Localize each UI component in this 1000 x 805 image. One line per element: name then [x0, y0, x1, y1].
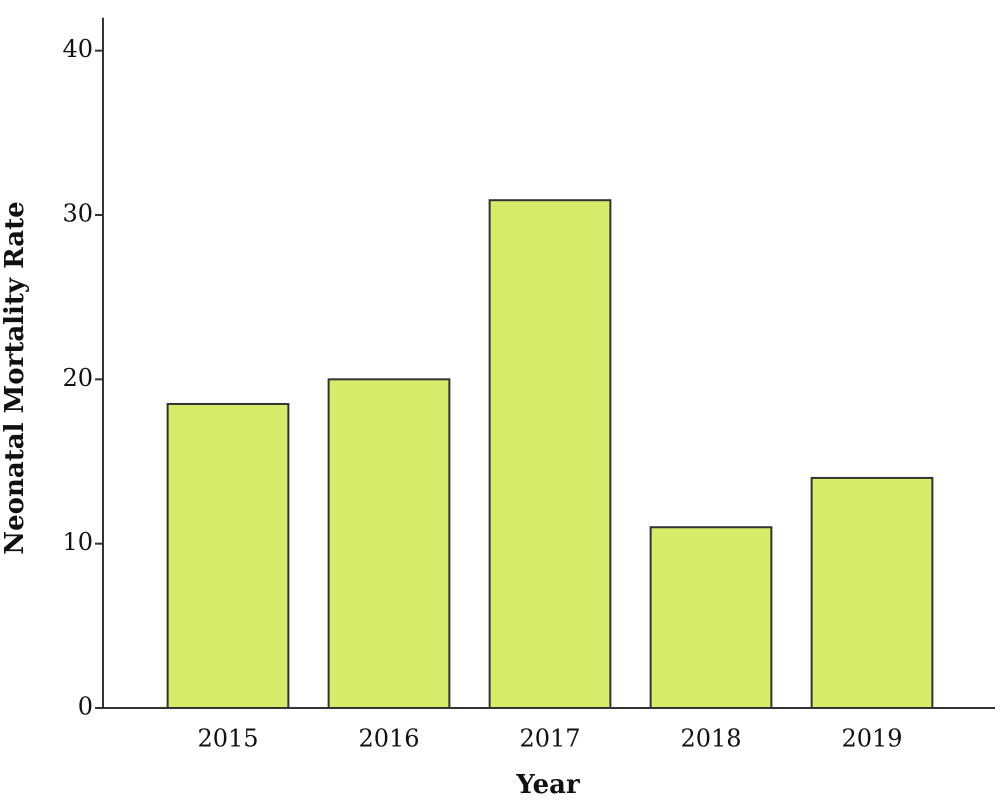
bar: [327, 378, 451, 709]
bar: [488, 199, 612, 710]
bar: [810, 476, 934, 709]
x-tick-label: 2018: [680, 725, 741, 753]
x-tick-label: 2015: [197, 725, 258, 753]
x-axis-title: Year: [515, 770, 580, 800]
y-tick-label: 10: [62, 528, 93, 556]
bar: [166, 402, 290, 709]
x-tick-label: 2017: [519, 725, 580, 753]
y-tick-label: 30: [62, 200, 93, 228]
y-tick-label: 40: [62, 35, 93, 63]
y-axis-title: Neonatal Mortality Rate: [0, 201, 30, 554]
y-tick-label: 20: [62, 364, 93, 392]
x-tick-label: 2019: [841, 725, 902, 753]
bar: [649, 526, 773, 709]
x-tick-label: 2016: [358, 725, 419, 753]
y-tick-label: 0: [78, 693, 93, 721]
